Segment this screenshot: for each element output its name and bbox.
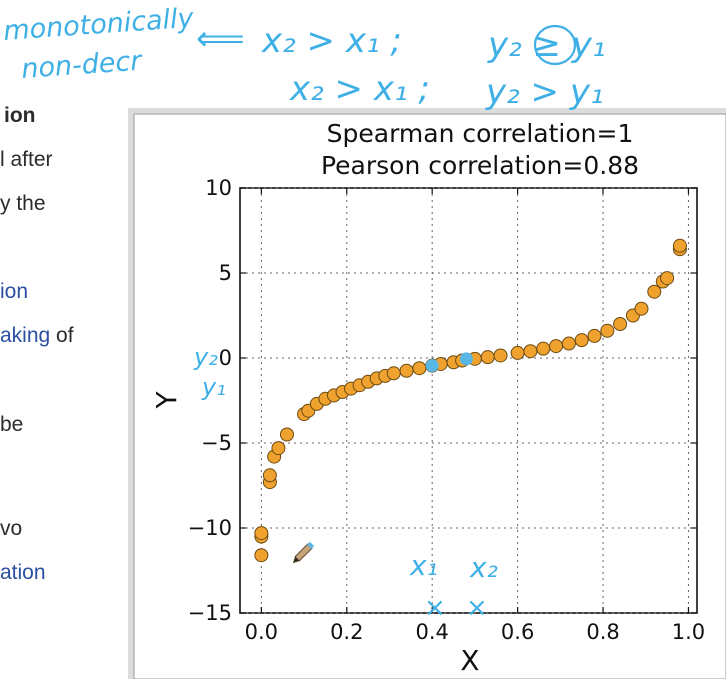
- annotation-cross-x1: ×: [424, 593, 446, 623]
- annotation-y1: y₁: [201, 373, 226, 401]
- scatter-point: [523, 344, 538, 359]
- pen-cursor-icon: [292, 541, 315, 564]
- annotation-circle: [533, 24, 577, 66]
- scatter-point: [600, 323, 615, 338]
- annotation-y2: y₂: [193, 343, 218, 371]
- x-tick-label: 0.0: [245, 620, 278, 644]
- y-tick-label: 0: [219, 346, 232, 370]
- scatter-point: [587, 328, 602, 343]
- annotation-x2: x₂: [469, 551, 498, 584]
- scatter-point: [254, 548, 269, 563]
- annotation-x1: x₁: [409, 549, 438, 582]
- scatter-points: [254, 238, 687, 563]
- annotation-x-inequality-2: x₂ > x₁ ;: [289, 69, 430, 109]
- implication-arrow: ⟸: [196, 19, 245, 59]
- y-tick-label: 10: [205, 176, 232, 200]
- scatter-point: [660, 271, 675, 286]
- x-tick-label: 0.4: [415, 620, 448, 644]
- annotation-y-inequality: y₂ ≥ y₁: [487, 25, 606, 65]
- annotation-monotonic: monotonically: [2, 3, 195, 47]
- annotation-cross-x2: ×: [466, 593, 488, 623]
- doc-link[interactable]: ation: [0, 561, 46, 584]
- doc-line-heading: ion: [4, 104, 36, 127]
- y-tick-label: 5: [219, 261, 232, 285]
- scatter-point: [254, 526, 269, 541]
- annotation-nondecr: non-decr: [20, 46, 144, 85]
- scatter-point: [672, 238, 687, 253]
- highlighted-point: [459, 352, 473, 366]
- y-axis-label: Y: [150, 391, 183, 410]
- scatter-point: [561, 336, 576, 351]
- scatter-point: [634, 301, 649, 316]
- scatter-point: [536, 341, 551, 356]
- doc-link[interactable]: aking: [0, 324, 50, 347]
- x-tick-label: 0.6: [501, 620, 534, 644]
- document-strip: ion l after y the ion aking of be vo ati…: [0, 104, 74, 584]
- doc-link[interactable]: ion: [0, 280, 28, 303]
- axis-ticks: 0.0 0.2 0.4 0.6 0.8 1.0 −15 −10 −5 0 5 10: [188, 176, 705, 644]
- highlighted-point: [425, 359, 439, 373]
- x-tick-label: 1.0: [672, 620, 705, 644]
- chart-subtitle: Pearson correlation=0.88: [321, 151, 639, 180]
- scatter-point: [647, 284, 662, 299]
- scatter-point: [386, 366, 401, 381]
- scatter-point: [412, 361, 427, 376]
- scatter-point: [613, 317, 628, 331]
- scatter-point: [480, 350, 495, 365]
- doc-line: y the: [0, 192, 46, 215]
- doc-line: vo: [0, 517, 22, 540]
- scatter-point: [262, 468, 277, 483]
- plot-area: 0.0 0.2 0.4 0.6 0.8 1.0 −15 −10 −5 0 5 10: [188, 176, 705, 644]
- doc-line-with-link: aking of: [0, 324, 74, 347]
- x-tick-label: 0.2: [330, 620, 363, 644]
- y-tick-label: −10: [188, 516, 232, 540]
- scatter-point: [493, 348, 508, 363]
- scatter-point: [549, 339, 564, 354]
- x-tick-label: 0.8: [586, 620, 619, 644]
- doc-link-suffix: of: [50, 324, 74, 347]
- doc-line: l after: [0, 148, 53, 171]
- x-axis-label: X: [460, 644, 479, 677]
- scatter-point: [574, 333, 589, 348]
- scatter-point: [279, 427, 294, 442]
- scatter-point: [399, 363, 414, 378]
- doc-line: be: [0, 413, 23, 436]
- annotation-y-inequality-2: y₂ > y₁: [485, 72, 604, 112]
- chart-title: Spearman correlation=1: [327, 119, 634, 148]
- annotation-x-inequality: x₂ > x₁ ;: [261, 21, 402, 61]
- y-tick-label: −15: [188, 601, 232, 625]
- scatter-point: [510, 345, 525, 360]
- scatter-point: [271, 441, 286, 456]
- y-tick-label: −5: [201, 431, 232, 455]
